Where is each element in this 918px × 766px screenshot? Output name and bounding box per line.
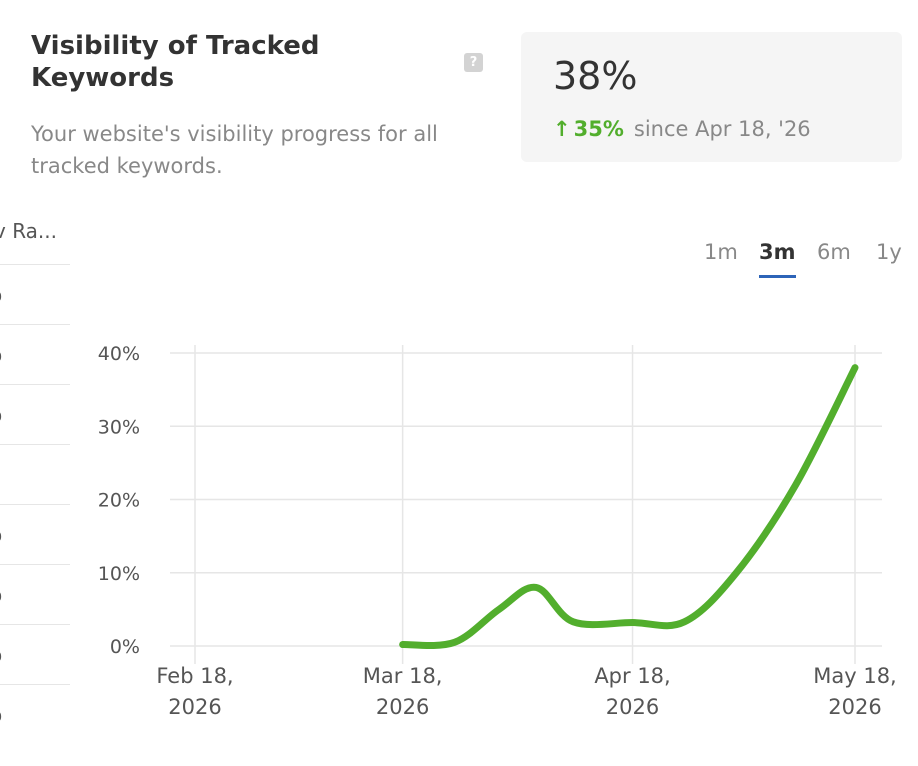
table-cell: o — [0, 583, 2, 607]
y-tick-label: 0% — [110, 636, 140, 658]
table-divider — [0, 384, 70, 385]
table-divider — [0, 624, 70, 625]
table-divider — [0, 324, 70, 325]
visibility-stat-card: 38% ↑ 35% since Apr 18, '26 — [521, 32, 902, 162]
y-tick-label: 40% — [98, 343, 140, 365]
help-icon[interactable]: ? — [464, 53, 483, 72]
visibility-value: 38% — [553, 54, 638, 98]
y-tick-label: 20% — [98, 490, 140, 512]
table-cell: o — [0, 343, 2, 367]
tab-6m[interactable]: 6m — [817, 240, 851, 264]
series-layer — [399, 364, 859, 650]
x-tick-year: 2026 — [376, 695, 429, 719]
table-divider — [0, 264, 70, 265]
x-axis: Feb 18, 2026 Mar 18, 2026 Apr 18, 2026 May 18,… — [156, 664, 896, 719]
left-table-clipped: v Ra... o o o o o o o — [0, 205, 70, 745]
table-cell: o — [0, 703, 2, 727]
tab-1m[interactable]: 1m — [704, 240, 738, 264]
widget-title: Visibility of Tracked Keywords — [31, 31, 320, 93]
y-tick-label: 10% — [98, 563, 140, 585]
x-tick-year: 2026 — [828, 695, 881, 719]
change-since: since Apr 18, '26 — [633, 117, 811, 141]
table-divider — [0, 564, 70, 565]
table-divider — [0, 504, 70, 505]
table-divider — [0, 444, 70, 445]
left-table-header[interactable]: v Ra... — [0, 219, 57, 243]
x-tick-label: Feb 18, — [156, 664, 233, 688]
tab-1y[interactable]: 1y — [876, 240, 902, 264]
chart-grid — [170, 345, 882, 664]
y-axis: 0% 10% 20% 30% 40% — [98, 343, 140, 658]
table-cell: o — [0, 403, 2, 427]
y-tick-label: 30% — [98, 416, 140, 438]
visibility-change: ↑ 35% since Apr 18, '26 — [553, 117, 811, 141]
visibility-series-line[interactable] — [399, 364, 859, 650]
x-tick-label: Mar 18, — [363, 664, 443, 688]
widget-subtitle: Your website's visibility progress for a… — [31, 122, 438, 178]
table-cell: o — [0, 523, 2, 547]
x-tick-label: May 18, — [813, 664, 897, 688]
tab-3m[interactable]: 3m — [759, 240, 796, 278]
table-cell: o — [0, 283, 2, 307]
arrow-up-icon: ↑ — [553, 117, 571, 141]
table-cell: o — [0, 643, 2, 667]
change-value: 35% — [573, 117, 624, 141]
x-tick-year: 2026 — [168, 695, 221, 719]
table-divider — [0, 684, 70, 685]
x-tick-year: 2026 — [606, 695, 659, 719]
x-tick-label: Apr 18, — [594, 664, 670, 688]
